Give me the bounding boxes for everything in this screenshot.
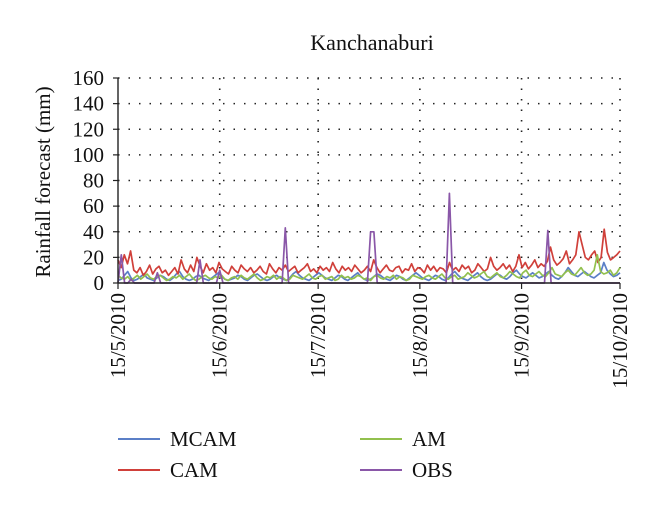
chart-title: Kanchanaburi — [310, 30, 433, 55]
y-tick-label: 120 — [73, 117, 105, 141]
legend: MCAM AM CAM OBS — [118, 427, 453, 482]
legend-label-am: AM — [412, 427, 446, 451]
y-axis-label: Rainfall forecast (mm) — [31, 86, 55, 277]
axes — [113, 77, 621, 289]
y-tick-label: 0 — [94, 271, 105, 295]
legend-label-obs: OBS — [412, 458, 453, 482]
y-tick-label: 80 — [83, 169, 104, 193]
y-tick-label: 160 — [73, 66, 105, 90]
x-tick-label: 15/7/2010 — [306, 293, 330, 378]
x-tick-label: 15/5/2010 — [106, 293, 130, 378]
x-tick-label: 15/9/2010 — [510, 293, 534, 378]
y-tick-label: 60 — [83, 194, 104, 218]
y-tick-label: 40 — [83, 220, 104, 244]
legend-label-cam: CAM — [170, 458, 218, 482]
y-tick-label: 20 — [83, 245, 104, 269]
y-tick-label: 100 — [73, 143, 105, 167]
x-tick-label: 15/10/2010 — [608, 293, 632, 389]
x-tick-label: 15/8/2010 — [408, 293, 432, 378]
y-tick-label: 140 — [73, 92, 105, 116]
x-tick-label: 15/6/2010 — [208, 293, 232, 378]
series-group — [117, 192, 621, 284]
legend-label-mcam: MCAM — [170, 427, 237, 451]
